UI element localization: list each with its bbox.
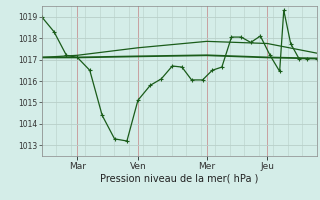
X-axis label: Pression niveau de la mer( hPa ): Pression niveau de la mer( hPa ) bbox=[100, 173, 258, 183]
